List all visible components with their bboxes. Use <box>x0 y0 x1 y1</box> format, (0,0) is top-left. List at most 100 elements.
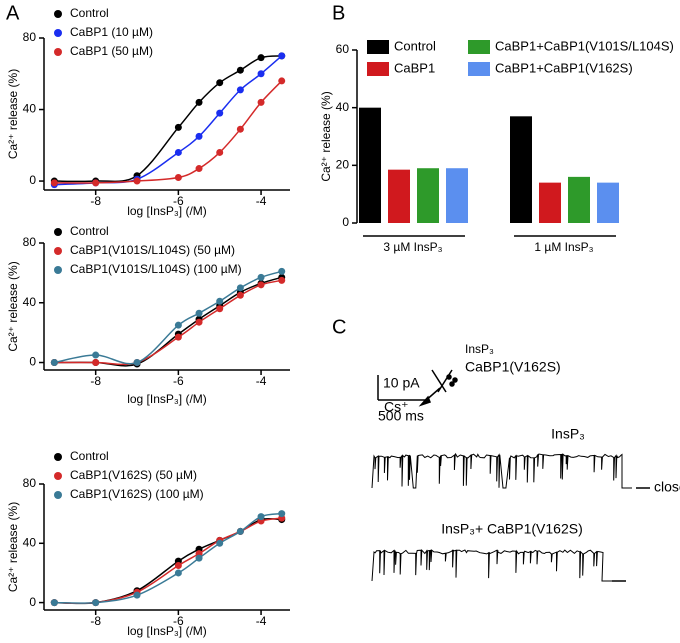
bar <box>359 107 381 223</box>
legend-label: CaBP1+CaBP1(V162S) <box>495 60 633 75</box>
y-tick-label: 40 <box>336 100 350 114</box>
x-tick-label: -6 <box>173 614 184 628</box>
legend-label: CaBP1 (50 µM) <box>70 44 153 58</box>
data-point <box>278 276 286 284</box>
bar <box>446 168 468 223</box>
data-point <box>133 591 141 599</box>
data-point <box>278 267 286 275</box>
legend-marker <box>54 453 62 461</box>
data-point <box>50 599 58 607</box>
data-point <box>174 562 182 570</box>
legend-swatch <box>367 40 389 54</box>
y-tick-label: 0 <box>342 215 349 229</box>
x-tick-label: -4 <box>256 194 267 208</box>
data-point <box>195 309 203 317</box>
legend-marker <box>54 48 62 56</box>
data-point <box>257 273 265 281</box>
panel-label: B <box>332 2 345 24</box>
y-tick-label: 80 <box>23 235 37 249</box>
trace-label: InsP₃+ CaBP1(V162S) <box>441 521 583 537</box>
y-axis-label: Ca²⁺ release (%) <box>319 91 333 181</box>
legend-label: CaBP1(V101S/L104S) (100 µM) <box>70 262 242 276</box>
trace-label: InsP₃ <box>551 426 585 442</box>
data-point <box>195 318 203 326</box>
panel-label: A <box>6 2 20 24</box>
legend-marker <box>54 10 62 18</box>
data-point <box>236 86 244 94</box>
data-point <box>133 359 141 367</box>
legend-marker <box>54 472 62 480</box>
data-point <box>216 148 224 156</box>
fit-curve <box>54 270 282 365</box>
y-axis-label: Ca²⁺ release (%) <box>6 502 20 592</box>
panel-label: C <box>332 316 346 338</box>
legend-swatch <box>367 62 389 76</box>
scale-label: 10 pA <box>383 375 420 391</box>
y-tick-label: 40 <box>23 295 37 309</box>
current-trace <box>371 452 632 489</box>
y-tick-label: 80 <box>23 30 37 44</box>
data-point <box>92 351 100 359</box>
legend-label: Control <box>70 449 109 463</box>
x-tick-label: 3 µM InsP₃ <box>383 240 442 254</box>
legend-marker <box>54 491 62 499</box>
bar <box>388 169 410 223</box>
legend-label: CaBP1 (10 µM) <box>70 25 153 39</box>
scale-label: 500 ms <box>378 408 424 424</box>
data-point <box>174 123 182 131</box>
data-point <box>92 599 100 607</box>
y-axis-label: Ca²⁺ release (%) <box>6 69 20 159</box>
data-point <box>216 305 224 313</box>
y-tick-label: 20 <box>336 158 350 172</box>
data-point <box>278 77 286 85</box>
legend-label: CaBP1 <box>394 60 435 75</box>
data-point <box>195 554 203 562</box>
data-point <box>216 297 224 305</box>
y-tick-label: 0 <box>29 355 36 369</box>
data-point <box>174 173 182 181</box>
data-point <box>278 510 286 518</box>
bar <box>568 176 590 223</box>
fit-curve <box>54 279 282 366</box>
y-tick-label: 0 <box>29 173 36 187</box>
closed-label: closed <box>654 479 680 495</box>
legend-marker <box>54 266 62 274</box>
legend-swatch <box>468 40 490 54</box>
legend-label: CaBP1(V162S) (100 µM) <box>70 487 204 501</box>
x-axis-label: log [InsP₃] (/M) <box>127 624 207 638</box>
bar <box>597 182 619 223</box>
trace-condition: CaBP1(V162S) <box>465 359 561 375</box>
data-point <box>195 98 203 106</box>
data-point <box>257 281 265 289</box>
data-point <box>236 66 244 74</box>
y-tick-label: 40 <box>23 535 37 549</box>
y-axis-label: Ca²⁺ release (%) <box>6 261 20 351</box>
data-point <box>92 179 100 187</box>
x-axis-label: log [InsP₃] (/M) <box>127 392 207 406</box>
x-tick-label: -4 <box>256 614 267 628</box>
legend-swatch <box>468 62 490 76</box>
data-point <box>174 148 182 156</box>
y-tick-label: 80 <box>23 476 37 490</box>
x-tick-label: 1 µM InsP₃ <box>534 240 593 254</box>
data-point <box>257 513 265 521</box>
data-point <box>174 569 182 577</box>
legend-label: Control <box>70 6 109 20</box>
bar <box>510 116 532 223</box>
data-point <box>174 321 182 329</box>
legend-label: Control <box>70 224 109 238</box>
bar <box>539 182 561 223</box>
legend-label: CaBP1+CaBP1(V101S/L104S) <box>495 38 674 53</box>
data-point <box>236 291 244 299</box>
data-point <box>257 70 265 78</box>
legend-marker <box>54 29 62 37</box>
trace-condition: InsP₃ <box>465 342 494 356</box>
x-tick-label: -4 <box>256 374 267 388</box>
data-point <box>195 132 203 140</box>
data-point <box>216 109 224 117</box>
data-point <box>278 52 286 60</box>
data-point <box>174 333 182 341</box>
data-point <box>92 359 100 367</box>
channel-icon <box>418 369 458 407</box>
x-tick-label: -8 <box>90 614 101 628</box>
